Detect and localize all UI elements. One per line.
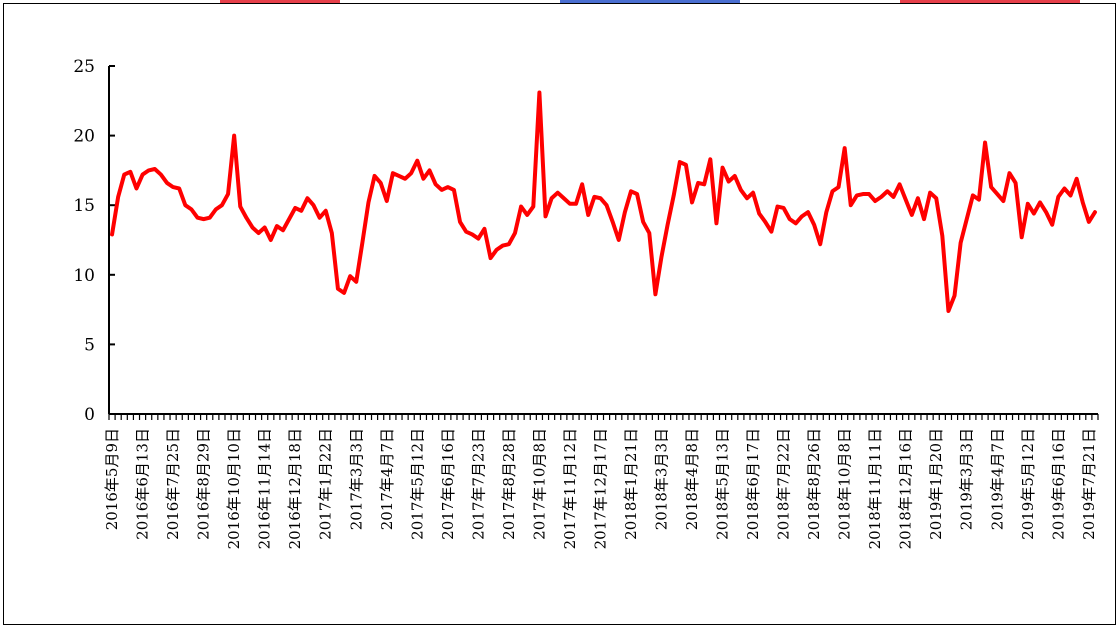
x-tick-label: 2017年3月3日 xyxy=(347,428,365,530)
banner-segment xyxy=(220,0,340,5)
banner-segment xyxy=(900,0,1080,5)
axes-group xyxy=(108,66,1098,415)
x-tick-label: 2016年7月25日 xyxy=(164,428,182,540)
y-axis-ticks xyxy=(109,65,115,415)
x-tick-label: 2018年6月17日 xyxy=(744,428,762,540)
x-tick-label: 2016年6月13日 xyxy=(134,428,152,540)
x-tick-label: 2018年1月21日 xyxy=(622,428,640,540)
x-tick-label: 2017年6月16日 xyxy=(439,428,457,540)
banner-segment xyxy=(560,0,740,4)
x-tick-label: 2018年7月22日 xyxy=(775,428,793,540)
x-tick-label: 2019年1月20日 xyxy=(927,428,945,540)
x-tick-label: 2018年11月11日 xyxy=(866,428,884,549)
y-tick-label: 5 xyxy=(84,335,95,355)
x-tick-label: 2016年5月9日 xyxy=(103,428,121,530)
x-tick-label: 2017年8月28日 xyxy=(500,428,518,540)
x-tick-label: 2018年5月13日 xyxy=(714,428,732,540)
x-tick-label: 2017年7月23日 xyxy=(469,428,487,540)
x-tick-label: 2017年5月12日 xyxy=(408,428,426,540)
x-tick-label: 2017年10月8日 xyxy=(530,428,548,540)
x-tick-label: 2017年12月17日 xyxy=(591,428,609,549)
x-tick-label: 2016年10月10日 xyxy=(225,428,243,549)
x-tick-label: 2019年3月3日 xyxy=(958,428,976,530)
x-tick-label: 2017年4月7日 xyxy=(378,428,396,530)
y-tick-label: 10 xyxy=(73,266,95,286)
x-tick-label: 2019年5月12日 xyxy=(1019,428,1037,540)
x-tick-label: 2018年3月3日 xyxy=(652,428,670,530)
x-tick-label: 2016年12月18日 xyxy=(286,428,304,549)
x-tick-label: 2019年6月16日 xyxy=(1049,428,1067,540)
series-line xyxy=(110,90,1097,313)
x-tick-label: 2019年4月7日 xyxy=(988,428,1006,530)
x-axis-ticks xyxy=(108,414,1099,420)
x-axis-tick-labels: 2016年5月9日 2016年6月13日 2016年7月25日 2016年8月29日 2… xyxy=(103,428,1098,549)
x-tick-label: 2016年8月29日 xyxy=(195,428,213,540)
x-tick-label: 2018年10月8日 xyxy=(836,428,854,540)
line-chart: 0 5 10 15 20 25 2016年5月9日 2016年6月13日 2016年7月25日… xyxy=(73,57,1099,549)
x-tick-label: 2018年8月26日 xyxy=(805,428,823,540)
x-tick-label: 2018年12月16日 xyxy=(897,428,915,549)
y-tick-label: 0 xyxy=(84,405,95,425)
y-axis-tick-labels: 0 5 10 15 20 25 xyxy=(73,57,95,425)
x-tick-label: 2018年4月8日 xyxy=(683,428,701,530)
series-lines xyxy=(110,90,1097,313)
chart-frame: 0 5 10 15 20 25 2016年5月9日 2016年6月13日 2016年7月25日… xyxy=(3,3,1116,625)
x-tick-label: 2019年7月21日 xyxy=(1080,428,1098,540)
x-tick-label: 2017年1月22日 xyxy=(317,428,335,540)
y-tick-label: 25 xyxy=(73,57,95,77)
y-tick-label: 20 xyxy=(73,127,95,147)
y-tick-label: 15 xyxy=(73,196,95,216)
x-tick-label: 2017年11月12日 xyxy=(561,428,579,549)
x-tick-label: 2016年11月14日 xyxy=(256,428,274,549)
